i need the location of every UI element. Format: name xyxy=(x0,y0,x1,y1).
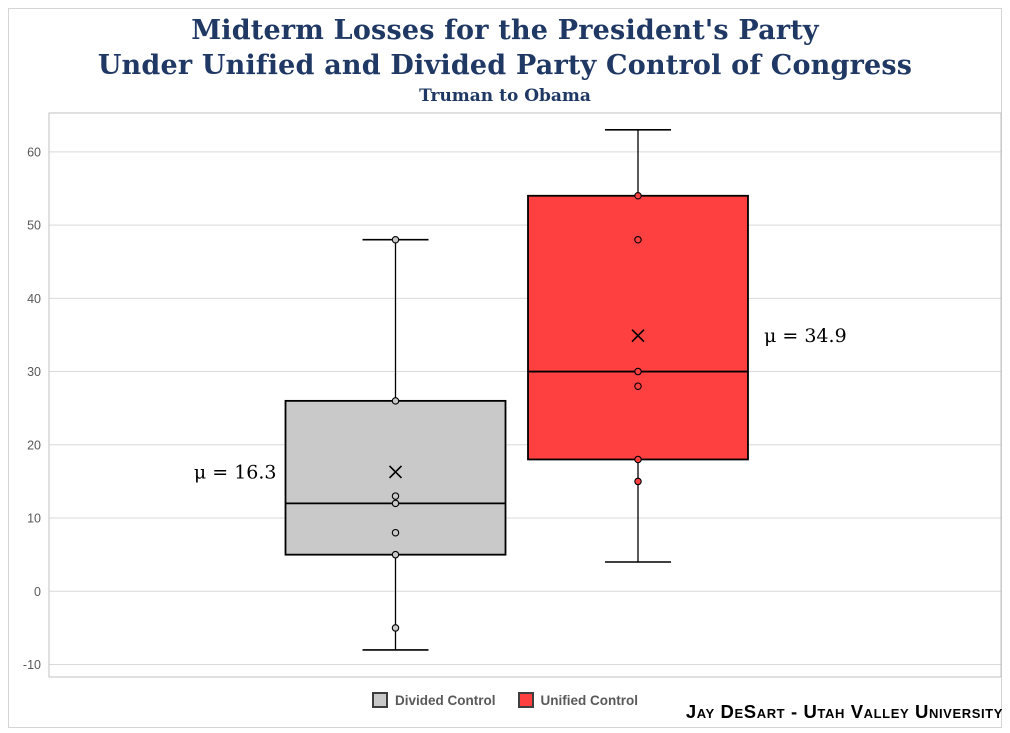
figure-border xyxy=(8,8,1002,728)
y-tick-label: -10 xyxy=(23,658,41,672)
data-point xyxy=(634,192,642,200)
data-point xyxy=(391,499,400,508)
unified-control-swatch-icon xyxy=(517,692,534,708)
data-point xyxy=(634,382,642,390)
mean-label: μ = 34.9 xyxy=(764,325,847,347)
plot-area-border xyxy=(48,112,1002,678)
chart-title-line-1: Midterm Losses for the President's Party xyxy=(191,15,819,46)
data-point xyxy=(391,624,400,632)
iqr-box xyxy=(527,194,749,461)
y-tick-label: 10 xyxy=(27,512,41,526)
gridlines xyxy=(49,151,1001,666)
legend-label-divided-control: Divided Control xyxy=(395,692,496,708)
mean-x-marker xyxy=(631,329,645,343)
data-point xyxy=(634,367,642,376)
y-tick-label: 20 xyxy=(27,438,41,452)
mean-x-marker xyxy=(388,465,403,479)
data-point xyxy=(391,492,400,500)
y-axis-tick-labels: 60 50 40 30 20 10 0 -10 xyxy=(23,145,41,672)
data-point xyxy=(634,235,642,244)
data-point xyxy=(391,235,400,244)
chart-title-line-2: Under Unified and Divided Party Control … xyxy=(97,50,913,81)
y-tick-label: 30 xyxy=(27,365,41,379)
data-point xyxy=(391,397,400,405)
legend-item-unified-control: Unified Control xyxy=(517,692,639,708)
data-point xyxy=(634,477,642,486)
divided-control-swatch-icon xyxy=(372,692,388,708)
boxplot-divided-control: μ = 16.3 xyxy=(194,235,507,651)
legend: Divided Control Unified Control xyxy=(0,690,1010,710)
boxplot-unified-control: μ = 34.9 xyxy=(527,129,847,563)
y-tick-label: 40 xyxy=(27,292,41,306)
data-point xyxy=(391,550,400,559)
data-point xyxy=(634,455,642,464)
data-point xyxy=(391,528,400,537)
chart-title-block: Midterm Losses for the President's Party… xyxy=(0,13,1010,109)
legend-item-divided-control: Divided Control xyxy=(372,692,496,708)
y-tick-label: 50 xyxy=(27,219,41,233)
chart-subtitle: Truman to Obama xyxy=(419,86,591,106)
attribution-text: Jay DeSart - Utah Valley University xyxy=(685,701,1003,722)
y-tick-label: 60 xyxy=(27,145,41,159)
mean-label: μ = 16.3 xyxy=(194,461,277,483)
legend-label-unified-control: Unified Control xyxy=(540,692,639,708)
y-tick-label: 0 xyxy=(34,585,41,599)
